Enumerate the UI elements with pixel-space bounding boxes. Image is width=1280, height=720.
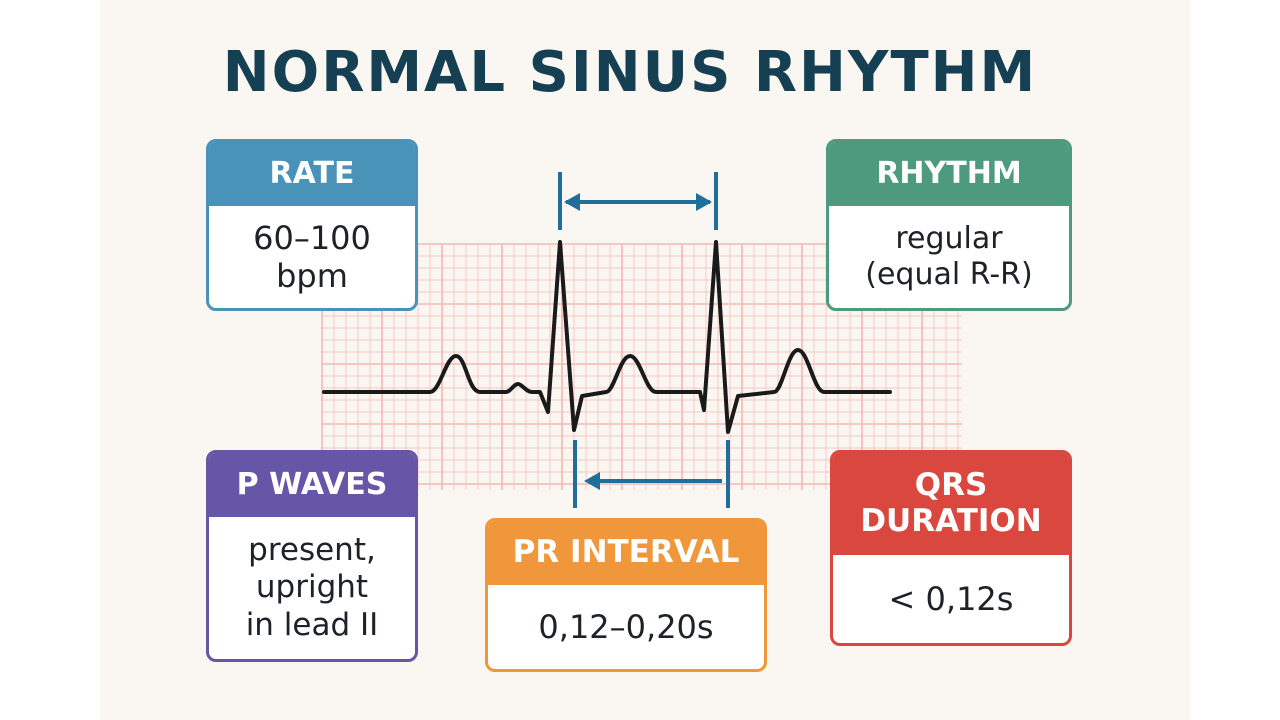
qrs-duration-card-body: < 0,12s bbox=[888, 579, 1014, 618]
rate-card: RATE 60–100 bpm bbox=[206, 139, 418, 311]
p-waves-card-body: present, upright in lead II bbox=[245, 532, 379, 643]
p-waves-card-header: P WAVES bbox=[209, 453, 415, 517]
rate-card-header: RATE bbox=[209, 142, 415, 206]
qrs-duration-card: QRS DURATION < 0,12s bbox=[830, 450, 1072, 646]
rr-interval-arrow bbox=[558, 172, 718, 230]
rhythm-card-header: RHYTHM bbox=[829, 142, 1069, 206]
rhythm-card: RHYTHM regular (equal R-R) bbox=[826, 139, 1072, 311]
p-waves-card: P WAVES present, upright in lead II bbox=[206, 450, 418, 662]
page-title: NORMAL SINUS RHYTHM bbox=[222, 40, 1038, 105]
pr-interval-arrow bbox=[573, 440, 730, 508]
ecg-trace bbox=[322, 240, 892, 434]
pr-interval-card-body: 0,12–0,20s bbox=[538, 607, 714, 646]
pr-interval-card: PR INTERVAL 0,12–0,20s bbox=[485, 518, 767, 672]
qrs-duration-card-header: QRS DURATION bbox=[833, 453, 1069, 555]
pr-arrowhead bbox=[584, 472, 600, 490]
pr-interval-card-header: PR INTERVAL bbox=[488, 521, 764, 585]
rate-card-body: 60–100 bpm bbox=[253, 218, 371, 295]
rhythm-card-body: regular (equal R-R) bbox=[865, 221, 1033, 292]
rr-right-arrowhead bbox=[696, 193, 712, 211]
rr-left-arrowhead bbox=[564, 193, 580, 211]
